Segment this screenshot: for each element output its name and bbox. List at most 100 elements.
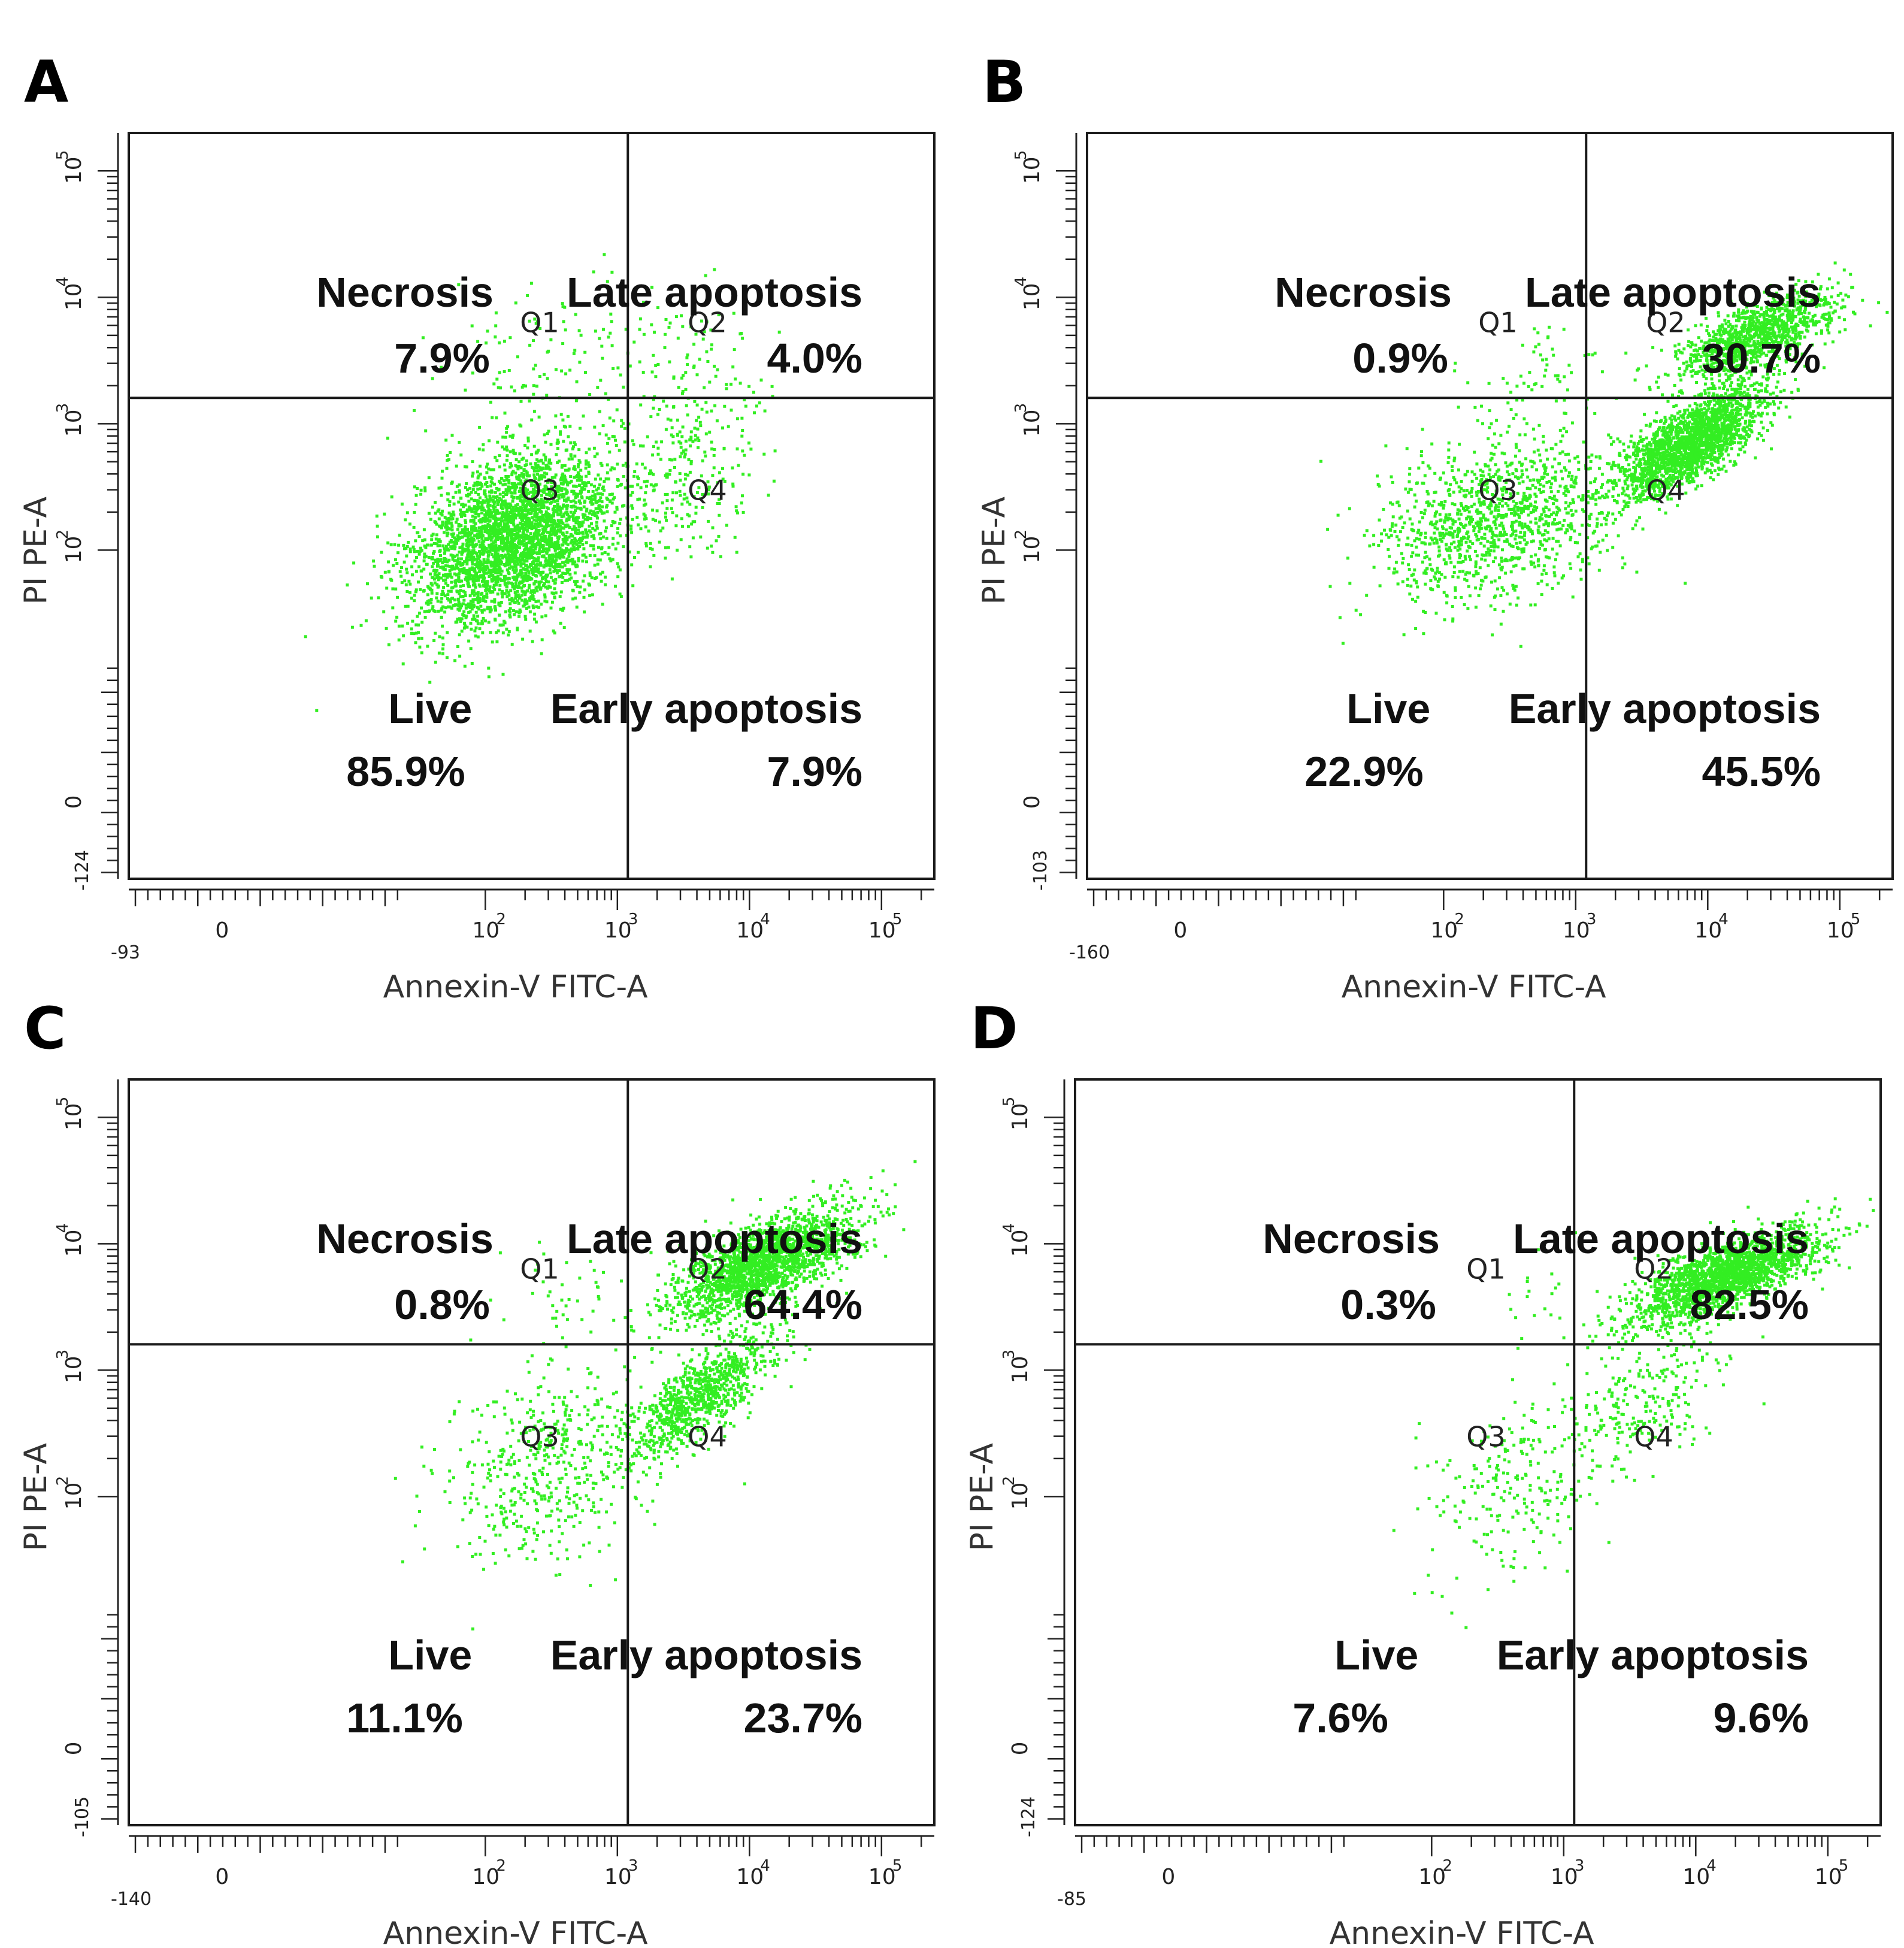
event-dot [472, 484, 476, 488]
event-dot [517, 510, 520, 514]
event-dot [470, 537, 473, 540]
event-dot [473, 498, 476, 502]
event-dot [718, 471, 721, 474]
event-dot [1588, 524, 1591, 527]
event-dot [443, 516, 447, 519]
event-dot [488, 546, 492, 549]
event-dot [469, 558, 473, 562]
event-dot [622, 474, 625, 478]
event-dot [475, 506, 478, 509]
event-dot [540, 489, 543, 492]
event-dot [741, 473, 745, 476]
event-dot [622, 545, 625, 549]
event-dot [1498, 524, 1502, 527]
event-dot [427, 512, 431, 515]
event-dot [498, 623, 502, 627]
event-dot [1421, 516, 1424, 519]
event-dot [593, 425, 597, 429]
event-dot [408, 522, 411, 526]
event-dot [436, 576, 440, 579]
event-dot [430, 538, 434, 542]
event-dot [391, 606, 395, 610]
event-dot [684, 371, 688, 374]
event-dot [571, 534, 574, 538]
event-dot [710, 409, 713, 413]
event-dot [464, 521, 468, 525]
event-dot [545, 600, 549, 604]
event-dot [544, 577, 547, 581]
event-dot [1505, 513, 1508, 516]
event-dot [548, 492, 552, 495]
event-dot [478, 533, 482, 537]
event-dot [414, 590, 417, 594]
event-dot [1479, 517, 1482, 521]
event-dot [453, 584, 457, 588]
event-dot [534, 545, 538, 549]
event-dot [449, 518, 453, 521]
event-dot [400, 503, 404, 506]
event-dot [465, 572, 468, 576]
event-dot [1408, 592, 1412, 596]
event-dot [526, 294, 529, 297]
event-dot [1443, 500, 1447, 503]
event-dot [735, 417, 739, 421]
event-dot [574, 596, 577, 600]
event-dot [684, 473, 688, 476]
event-dot [430, 588, 434, 592]
event-dot [608, 493, 612, 497]
event-dot [427, 586, 431, 589]
event-dot [600, 464, 604, 467]
event-dot [537, 478, 541, 482]
event-dot [1428, 502, 1431, 506]
event-dot [489, 591, 492, 594]
event-dot [613, 467, 616, 471]
event-dot [416, 487, 419, 490]
event-dot [576, 564, 579, 568]
event-dot [532, 444, 536, 448]
event-dot [508, 567, 511, 570]
event-dot [529, 462, 532, 465]
event-dot [484, 482, 487, 486]
event-dot [468, 550, 472, 554]
event-dot [449, 574, 452, 578]
event-dot [432, 639, 436, 642]
event-dot [520, 571, 524, 575]
event-dot [1460, 504, 1463, 507]
event-dot [519, 466, 523, 470]
event-dot [1542, 463, 1546, 467]
event-dot [649, 565, 652, 568]
event-dot [434, 660, 437, 664]
event-dot [1534, 553, 1537, 556]
event-dot [1478, 526, 1481, 530]
event-dot [556, 524, 559, 528]
event-dot [1539, 491, 1543, 494]
event-dot [515, 533, 519, 537]
event-dot [505, 478, 509, 482]
event-dot [524, 564, 528, 568]
event-dot [489, 532, 493, 536]
event-dot [544, 557, 548, 561]
event-dot [558, 595, 562, 598]
event-dot [698, 421, 702, 424]
event-dot [502, 542, 505, 545]
event-dot [601, 356, 604, 360]
event-dot [562, 320, 565, 323]
event-dot [741, 337, 744, 340]
event-dot [1445, 548, 1448, 550]
event-dot [582, 547, 586, 550]
event-dot [606, 552, 610, 556]
event-dot [669, 418, 673, 422]
event-dot [446, 498, 450, 501]
event-dot [610, 320, 613, 323]
event-dot [558, 505, 561, 509]
event-dot [610, 270, 614, 274]
event-dot [509, 504, 513, 507]
event-dot [405, 567, 408, 571]
event-dot [1588, 467, 1592, 470]
event-dot [547, 429, 550, 433]
event-dot [504, 583, 507, 586]
event-dot [519, 521, 522, 525]
event-dot [551, 525, 555, 528]
event-dot [1499, 532, 1502, 536]
event-dot [443, 552, 446, 555]
